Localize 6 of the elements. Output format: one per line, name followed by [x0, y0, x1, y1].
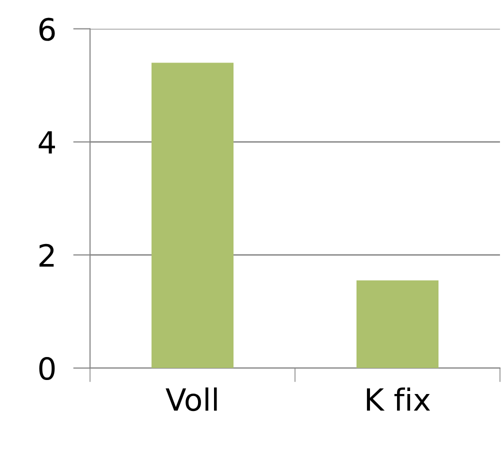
x-tick-label: Voll	[166, 387, 217, 412]
y-tick-label: 0	[39, 356, 55, 380]
y-tick-label: 6	[39, 18, 55, 41]
x-tick-label: K fix	[366, 387, 430, 411]
y-tick-label: 2	[40, 244, 54, 267]
y-tick-label: 4	[38, 131, 55, 154]
